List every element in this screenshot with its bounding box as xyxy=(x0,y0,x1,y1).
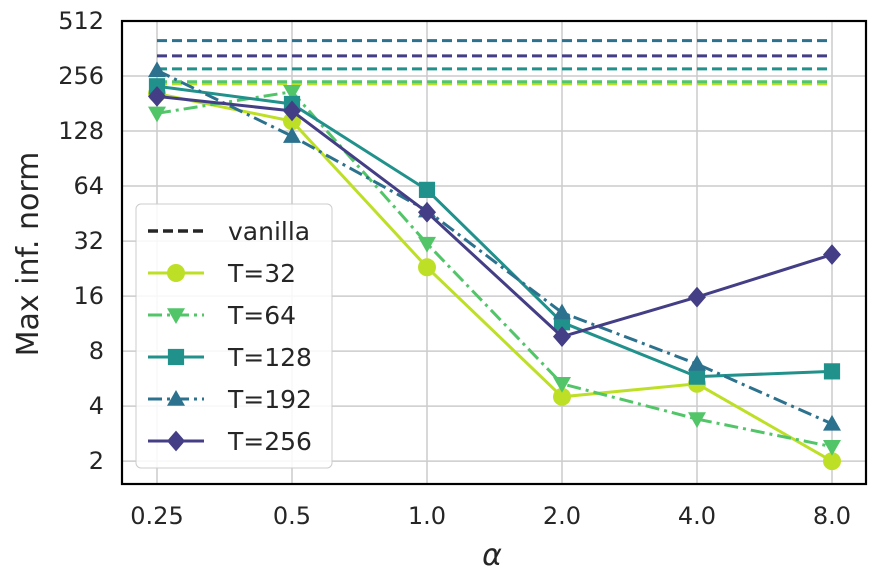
x-tick-label: 4.0 xyxy=(678,502,716,530)
series-line xyxy=(156,90,833,449)
legend-label: T=128 xyxy=(227,343,312,372)
legend-marker xyxy=(167,348,185,366)
series-line xyxy=(156,84,833,379)
x-tick-label: 0.5 xyxy=(273,502,311,530)
data-point xyxy=(553,326,571,348)
y-tick-label: 256 xyxy=(58,62,104,90)
data-point xyxy=(688,355,706,371)
data-point xyxy=(418,181,436,198)
data-point xyxy=(283,84,301,101)
data-point xyxy=(418,201,436,223)
data-point xyxy=(553,377,571,393)
data-point xyxy=(823,363,841,380)
data-point xyxy=(823,244,841,265)
legend-marker xyxy=(167,264,185,282)
legend-marker xyxy=(167,390,185,406)
data-point xyxy=(553,303,571,320)
y-tick-label: 4 xyxy=(89,392,104,420)
y-axis-ticks: 2 4 8 16 32 64 128 256 512 xyxy=(58,7,104,475)
legend-marker xyxy=(167,308,185,324)
data-point xyxy=(553,387,571,406)
x-tick-label: 2.0 xyxy=(543,502,581,530)
legend-label: T=192 xyxy=(227,385,312,414)
legend-label: T=256 xyxy=(227,427,312,456)
y-tick-label: 512 xyxy=(58,7,104,35)
legend-label: vanilla xyxy=(228,217,310,246)
y-tick-label: 16 xyxy=(73,282,104,310)
series-line xyxy=(156,92,833,463)
legend-label: T=32 xyxy=(227,259,296,288)
data-point xyxy=(283,127,301,143)
plot-frame xyxy=(120,19,868,486)
y-axis-label: Max inf. norm xyxy=(11,152,46,357)
y-tick-label: 128 xyxy=(58,117,104,145)
x-tick-label: 1.0 xyxy=(408,502,446,530)
y-tick-label: 2 xyxy=(89,447,104,475)
x-tick-label: 0.25 xyxy=(130,502,183,530)
series-lines xyxy=(148,61,841,471)
data-point xyxy=(688,412,706,429)
legend-marker xyxy=(167,430,185,452)
data-point xyxy=(283,100,301,122)
data-point xyxy=(418,258,436,277)
data-point xyxy=(823,452,841,471)
data-point xyxy=(148,61,166,78)
legend: vanilla T=32 T=64 T=128 T=192 T=256 xyxy=(135,203,333,469)
y-tick-label: 32 xyxy=(73,227,104,255)
data-point xyxy=(688,368,706,385)
x-tick-label: 8.0 xyxy=(813,502,851,530)
vanilla-lines xyxy=(157,39,832,86)
y-tick-label: 64 xyxy=(73,172,104,200)
legend-label: T=64 xyxy=(227,301,296,330)
data-point xyxy=(688,286,706,308)
series-line xyxy=(156,68,833,426)
data-point xyxy=(148,106,166,123)
data-point xyxy=(823,439,841,456)
data-point xyxy=(823,414,841,431)
data-point xyxy=(148,86,166,107)
x-axis-ticks: 0.25 0.5 1.0 2.0 4.0 8.0 xyxy=(130,502,851,530)
legend-box xyxy=(135,203,333,469)
data-point xyxy=(418,236,436,253)
x-axis-label: α xyxy=(482,538,502,573)
y-tick-label: 8 xyxy=(89,337,104,365)
series-line xyxy=(156,94,833,339)
